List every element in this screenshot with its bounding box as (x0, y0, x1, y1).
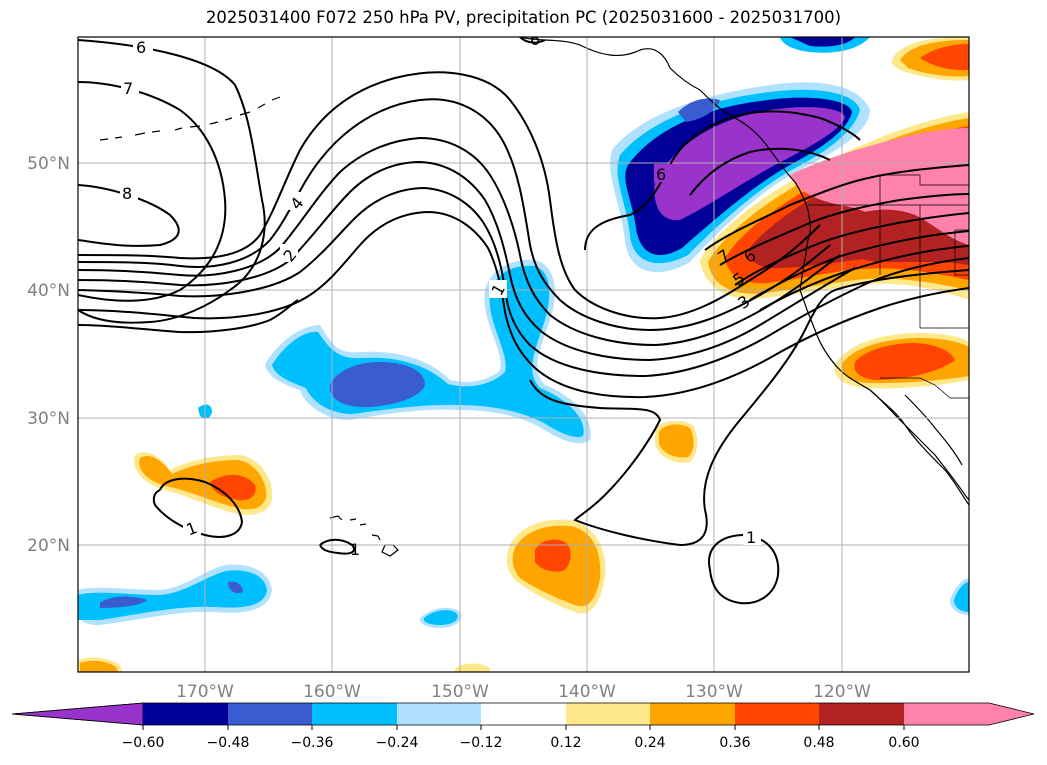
map-area: 6 7 8 4 2 1 1 1 1 6 7 6 5 3 6 (78, 30, 969, 672)
lon-label-140w: 140°W (558, 682, 616, 702)
contour-label-6-nepac: 6 (656, 165, 666, 184)
colorbar-extend-low (11, 702, 144, 726)
contour-label-7: 7 (123, 79, 133, 98)
lon-label-130w: 130°W (685, 682, 743, 702)
hawaii-islands (329, 515, 399, 557)
latitude-labels: 20°N 30°N 40°N 50°N (27, 154, 70, 556)
borders (808, 174, 969, 399)
alaska-coast (519, 37, 796, 183)
lon-label-120w: 120°W (813, 682, 871, 702)
longitude-labels: 170°W 160°W 150°W 140°W 130°W 120°W (176, 682, 871, 702)
pv-contour-southloop (529, 269, 969, 547)
colorbar-tick-label: −0.36 (291, 735, 334, 751)
pv-contour-4b (78, 98, 831, 332)
colorbar-tick-label: 0.60 (888, 735, 919, 751)
contour-label-6-top: 6 (530, 30, 540, 49)
map-frame (77, 36, 970, 673)
colorbar-bin (143, 703, 228, 725)
contour-label-1-east: 1 (746, 528, 756, 547)
colorbar-tick-label: −0.24 (376, 735, 419, 751)
colorbar-bin (312, 703, 397, 725)
colorbar-bin (397, 703, 481, 725)
lat-label-20n: 20°N (27, 536, 70, 556)
contour-label-1-hawaii: 1 (350, 540, 360, 559)
colorbar-tick-label: −0.48 (207, 735, 250, 751)
contour-label-8: 8 (122, 184, 132, 203)
pv-contour-2b (78, 186, 969, 378)
colorbar-bin (228, 703, 312, 725)
pv-contour-ne-inner2 (704, 164, 969, 251)
colorbar-bin (735, 703, 819, 725)
pv-contour-top-6 (519, 37, 546, 44)
colorbar-bin (481, 703, 566, 725)
colorbar-tick-label: 0.24 (634, 735, 665, 751)
colorbar-tick-label: 0.36 (719, 735, 750, 751)
colorbar-tick-label: −0.12 (460, 735, 503, 751)
lon-label-160w: 160°W (303, 682, 361, 702)
us-mexico-border (880, 377, 969, 399)
pv-contour-7 (78, 81, 227, 302)
colorbar-tick-label: 0.12 (550, 735, 581, 751)
coastlines (99, 37, 969, 557)
gulf-california (904, 394, 963, 466)
contour-label-6: 6 (136, 38, 146, 57)
pv-contour-2 (78, 160, 856, 362)
lon-label-150w: 150°W (431, 682, 489, 702)
baja-coast (869, 389, 969, 506)
pv-contour-ne-6 (584, 110, 861, 251)
colorbar-tick-label: −0.60 (122, 735, 165, 751)
us-west-coast (799, 239, 969, 501)
lat-label-40n: 40°N (27, 281, 70, 301)
colorbar-bin (566, 703, 650, 725)
colorbar: −0.60 −0.48 −0.36 −0.24 −0.12 0.12 0.24 … (11, 702, 1035, 751)
colorbar-bin (650, 703, 735, 725)
pv-contour-6-top (78, 39, 266, 324)
pv-contour-3 (78, 136, 841, 347)
pv-contours (78, 37, 969, 605)
pv-contour-loop-1-west (152, 477, 244, 538)
colorbar-extend-high (904, 703, 1034, 725)
gridlines (78, 37, 969, 672)
bc-coast (794, 181, 811, 241)
pv-contour-north-1 (78, 299, 299, 334)
colorbar-bin (819, 703, 904, 725)
lat-label-30n: 30°N (27, 409, 70, 429)
pv-contour-hawaii (319, 538, 356, 555)
lat-label-50n: 50°N (27, 154, 70, 174)
lon-label-170w: 170°W (176, 682, 234, 702)
map-title: 2025031400 F072 250 hPa PV, precipitatio… (205, 8, 842, 27)
pv-contour-loop-1-east (708, 533, 780, 605)
colorbar-tick-label: 0.48 (803, 735, 834, 751)
pv-contour-ne-inner (689, 147, 831, 196)
state-lines (879, 175, 969, 329)
pv-contour-4a (78, 71, 821, 320)
